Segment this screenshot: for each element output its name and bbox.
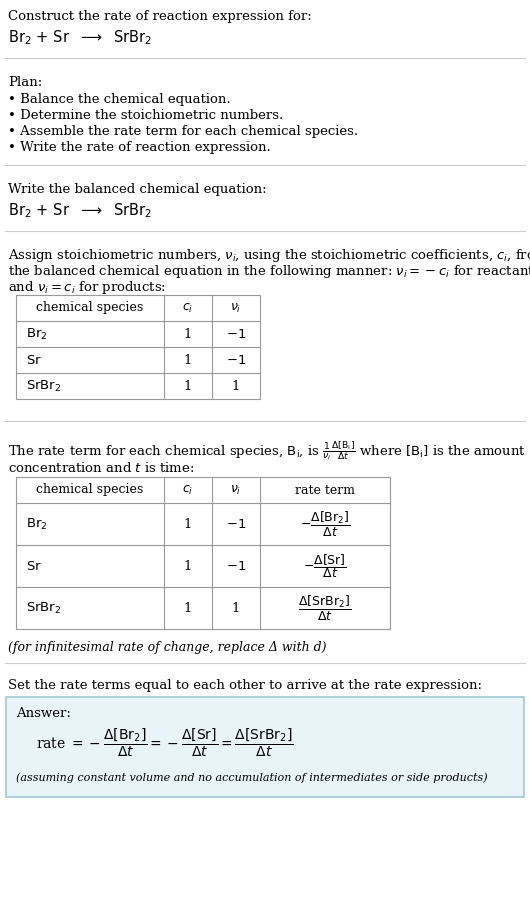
Text: $-\dfrac{\Delta[\mathrm{Sr}]}{\Delta t}$: $-\dfrac{\Delta[\mathrm{Sr}]}{\Delta t}$	[303, 552, 347, 580]
Text: concentration and $t$ is time:: concentration and $t$ is time:	[8, 461, 195, 475]
Text: The rate term for each chemical species, $\mathrm{B_i}$, is $\frac{1}{\nu_i}\fra: The rate term for each chemical species,…	[8, 439, 526, 462]
Text: • Assemble the rate term for each chemical species.: • Assemble the rate term for each chemic…	[8, 125, 358, 138]
Text: $\nu_i$: $\nu_i$	[231, 483, 242, 497]
Text: 1: 1	[232, 379, 240, 392]
Text: $-1$: $-1$	[226, 353, 246, 367]
Text: $\mathrm{Br_2}$: $\mathrm{Br_2}$	[26, 517, 48, 531]
Text: 1: 1	[184, 560, 192, 572]
Text: • Write the rate of reaction expression.: • Write the rate of reaction expression.	[8, 141, 271, 154]
Text: $-1$: $-1$	[226, 518, 246, 531]
Text: $\mathrm{Br_2}$: $\mathrm{Br_2}$	[26, 327, 48, 341]
Text: $\mathrm{Sr}$: $\mathrm{Sr}$	[26, 560, 42, 572]
Text: 1: 1	[184, 602, 192, 614]
Text: $-1$: $-1$	[226, 560, 246, 572]
Text: • Balance the chemical equation.: • Balance the chemical equation.	[8, 93, 231, 106]
Text: $\mathrm{SrBr_2}$: $\mathrm{SrBr_2}$	[26, 379, 61, 393]
Bar	[16, 477, 390, 629]
Text: $\mathrm{Sr}$: $\mathrm{Sr}$	[26, 353, 42, 367]
Text: Assign stoichiometric numbers, $\nu_i$, using the stoichiometric coefficients, $: Assign stoichiometric numbers, $\nu_i$, …	[8, 247, 530, 264]
Text: 1: 1	[184, 379, 192, 392]
Text: (assuming constant volume and no accumulation of intermediates or side products): (assuming constant volume and no accumul…	[16, 773, 488, 783]
Text: Construct the rate of reaction expression for:: Construct the rate of reaction expressio…	[8, 10, 312, 23]
Text: Answer:: Answer:	[16, 707, 71, 720]
Text: $\dfrac{\Delta[\mathrm{SrBr_2}]}{\Delta t}$: $\dfrac{\Delta[\mathrm{SrBr_2}]}{\Delta …	[298, 593, 351, 622]
Text: • Determine the stoichiometric numbers.: • Determine the stoichiometric numbers.	[8, 109, 283, 122]
Bar	[16, 295, 260, 399]
Text: Set the rate terms equal to each other to arrive at the rate expression:: Set the rate terms equal to each other t…	[8, 679, 482, 692]
Text: 1: 1	[184, 328, 192, 340]
Text: 1: 1	[184, 518, 192, 531]
Text: $\mathrm{Br_2}$ $+$ $\mathrm{Sr}$  $\longrightarrow$  $\mathrm{SrBr_2}$: $\mathrm{Br_2}$ $+$ $\mathrm{Sr}$ $\long…	[8, 201, 152, 219]
Text: Plan:: Plan:	[8, 76, 42, 89]
FancyBboxPatch shape	[6, 697, 524, 797]
Text: and $\nu_i = c_i$ for products:: and $\nu_i = c_i$ for products:	[8, 279, 166, 296]
Text: $-\dfrac{\Delta[\mathrm{Br_2}]}{\Delta t}$: $-\dfrac{\Delta[\mathrm{Br_2}]}{\Delta t…	[300, 510, 350, 539]
Text: Write the balanced chemical equation:: Write the balanced chemical equation:	[8, 183, 267, 196]
Text: $\mathrm{SrBr_2}$: $\mathrm{SrBr_2}$	[26, 601, 61, 615]
Text: $\nu_i$: $\nu_i$	[231, 301, 242, 315]
Text: $-1$: $-1$	[226, 328, 246, 340]
Text: 1: 1	[184, 353, 192, 367]
Text: chemical species: chemical species	[37, 301, 144, 315]
Text: the balanced chemical equation in the following manner: $\nu_i = -c_i$ for react: the balanced chemical equation in the fo…	[8, 263, 530, 280]
Text: $\mathrm{Br_2}$ $+$ $\mathrm{Sr}$  $\longrightarrow$  $\mathrm{SrBr_2}$: $\mathrm{Br_2}$ $+$ $\mathrm{Sr}$ $\long…	[8, 28, 152, 46]
Text: rate $= -\dfrac{\Delta[\mathrm{Br_2}]}{\Delta t} = -\dfrac{\Delta[\mathrm{Sr}]}{: rate $= -\dfrac{\Delta[\mathrm{Br_2}]}{\…	[36, 727, 294, 759]
Text: chemical species: chemical species	[37, 483, 144, 497]
Text: 1: 1	[232, 602, 240, 614]
Text: (for infinitesimal rate of change, replace Δ with d): (for infinitesimal rate of change, repla…	[8, 641, 326, 654]
Text: rate term: rate term	[295, 483, 355, 497]
Text: $c_i$: $c_i$	[182, 301, 193, 315]
Text: $c_i$: $c_i$	[182, 483, 193, 497]
